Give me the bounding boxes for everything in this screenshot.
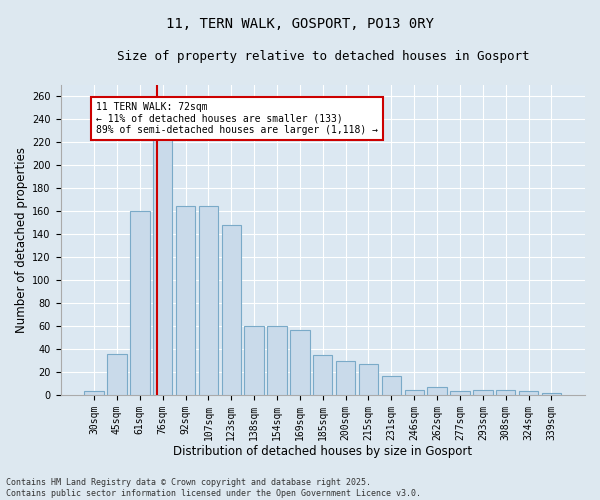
Bar — [382, 376, 401, 396]
Bar — [473, 390, 493, 396]
Bar — [85, 391, 104, 396]
Bar — [427, 388, 447, 396]
Y-axis label: Number of detached properties: Number of detached properties — [15, 147, 28, 333]
Bar — [268, 326, 287, 396]
Bar — [199, 206, 218, 396]
Text: 11, TERN WALK, GOSPORT, PO13 0RY: 11, TERN WALK, GOSPORT, PO13 0RY — [166, 18, 434, 32]
Bar — [359, 364, 378, 396]
Bar — [496, 390, 515, 396]
Bar — [176, 206, 195, 396]
Bar — [336, 361, 355, 396]
Text: Contains HM Land Registry data © Crown copyright and database right 2025.
Contai: Contains HM Land Registry data © Crown c… — [6, 478, 421, 498]
Bar — [221, 225, 241, 396]
Bar — [450, 391, 470, 396]
Bar — [542, 393, 561, 396]
X-axis label: Distribution of detached houses by size in Gosport: Distribution of detached houses by size … — [173, 444, 472, 458]
Bar — [519, 391, 538, 396]
Bar — [130, 212, 149, 396]
Title: Size of property relative to detached houses in Gosport: Size of property relative to detached ho… — [116, 50, 529, 63]
Bar — [244, 326, 264, 396]
Text: 11 TERN WALK: 72sqm
← 11% of detached houses are smaller (133)
89% of semi-detac: 11 TERN WALK: 72sqm ← 11% of detached ho… — [96, 102, 378, 136]
Bar — [290, 330, 310, 396]
Bar — [313, 355, 332, 396]
Bar — [404, 390, 424, 396]
Bar — [153, 131, 172, 396]
Bar — [107, 354, 127, 396]
